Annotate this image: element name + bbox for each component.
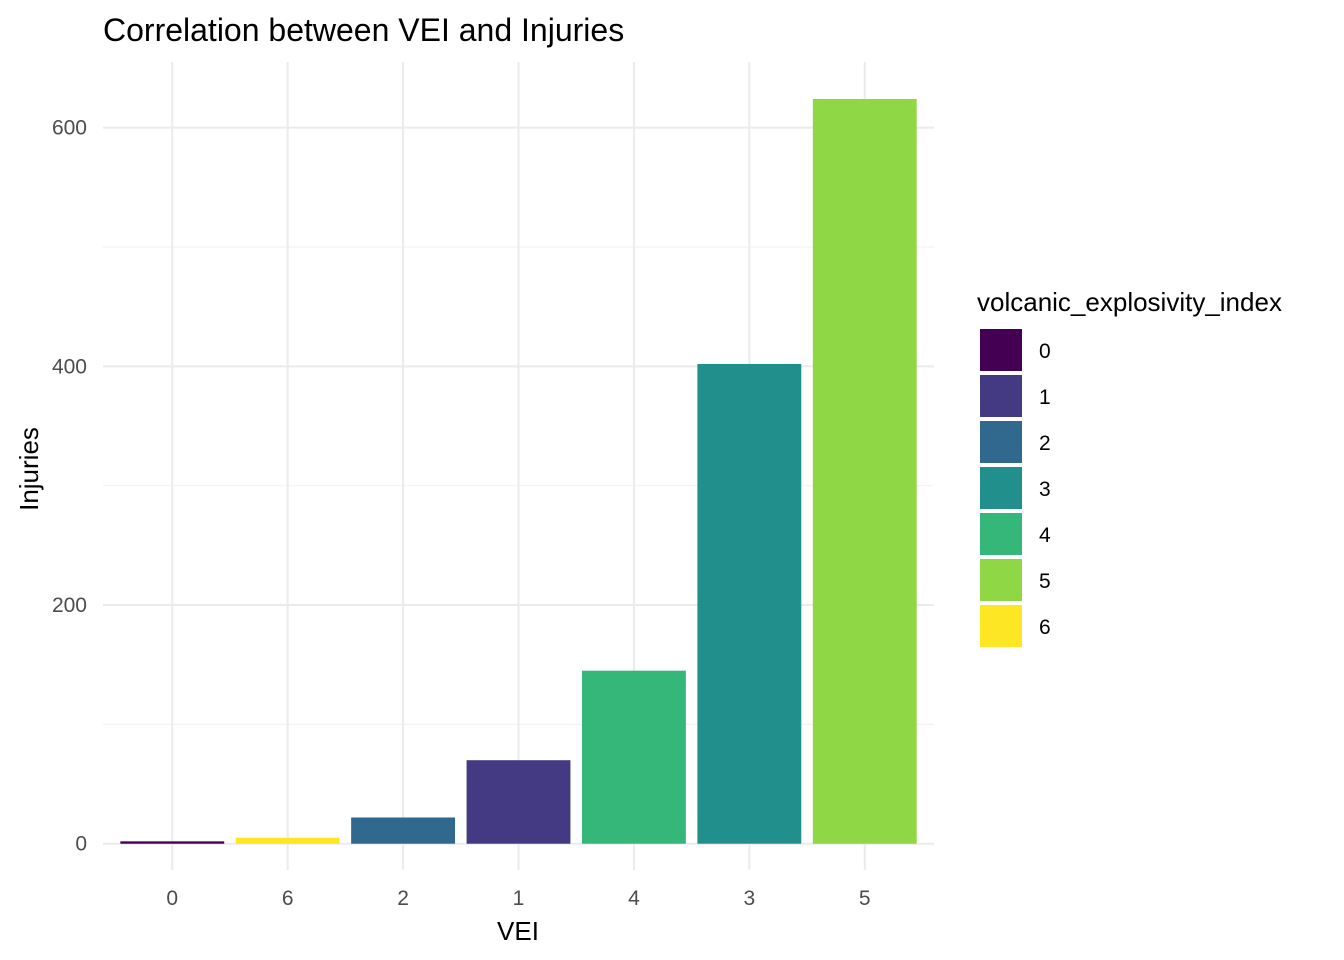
legend-key <box>980 513 1022 555</box>
y-axis-ticks: 0 200 400 600 <box>52 117 87 856</box>
legend-entry-1: 1 <box>980 375 1051 417</box>
x-tick-label: 0 <box>166 887 178 910</box>
legend-label: 4 <box>1039 524 1051 547</box>
legend-label: 1 <box>1039 386 1051 409</box>
legend-key <box>980 559 1022 601</box>
x-axis-ticks: 0 6 2 1 4 3 5 <box>166 887 870 910</box>
x-tick-label: 6 <box>282 887 294 910</box>
y-tick-label: 400 <box>52 355 87 378</box>
legend-entry-6: 6 <box>980 605 1051 647</box>
legend-entry-2: 2 <box>980 421 1051 463</box>
legend: volcanic_explosivity_index 0 1 2 3 4 5 6 <box>977 287 1282 647</box>
legend-label: 5 <box>1039 570 1051 593</box>
legend-entry-3: 3 <box>980 467 1051 509</box>
x-tick-label: 3 <box>743 887 755 910</box>
legend-label: 2 <box>1039 432 1051 455</box>
legend-key <box>980 421 1022 463</box>
legend-entry-5: 5 <box>980 559 1051 601</box>
legend-label: 0 <box>1039 340 1051 363</box>
bar-vei-6 <box>235 837 340 844</box>
x-tick-label: 1 <box>513 887 525 910</box>
y-tick-label: 0 <box>75 833 87 856</box>
legend-label: 6 <box>1039 616 1051 639</box>
bar-vei-1 <box>466 760 571 844</box>
x-tick-label: 5 <box>859 887 871 910</box>
plot-area: 0 200 400 600 0 6 2 1 4 3 5 <box>52 62 934 910</box>
legend-entries: 0 1 2 3 4 5 6 <box>980 329 1051 647</box>
legend-key <box>980 467 1022 509</box>
x-axis-title: VEI <box>497 916 539 946</box>
legend-key <box>980 605 1022 647</box>
legend-key <box>980 329 1022 371</box>
bar-vei-3 <box>697 363 802 844</box>
x-tick-label: 4 <box>628 887 640 910</box>
bars-layer <box>120 98 917 844</box>
bar-vei-4 <box>581 670 686 844</box>
x-tick-label: 2 <box>397 887 409 910</box>
y-axis-title: Injuries <box>14 427 44 511</box>
chart-title: Correlation between VEI and Injuries <box>103 12 624 48</box>
legend-key <box>980 375 1022 417</box>
bar-vei-2 <box>351 817 456 844</box>
legend-entry-4: 4 <box>980 513 1051 555</box>
legend-title: volcanic_explosivity_index <box>977 287 1282 317</box>
y-tick-label: 200 <box>52 594 87 617</box>
y-tick-label: 600 <box>52 117 87 140</box>
legend-label: 3 <box>1039 478 1051 501</box>
legend-entry-0: 0 <box>980 329 1051 371</box>
grid-layer <box>103 62 934 870</box>
bar-vei-0 <box>120 841 225 844</box>
bar-vei-5 <box>812 98 917 844</box>
